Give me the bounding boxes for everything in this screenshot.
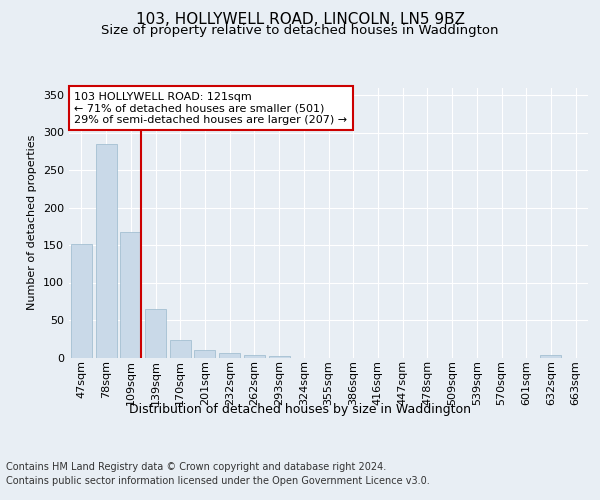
Bar [541,355,562,358]
Text: 103 HOLLYWELL ROAD: 121sqm
← 71% of detached houses are smaller (501)
29% of sem: 103 HOLLYWELL ROAD: 121sqm ← 71% of deta… [74,92,347,124]
Bar [170,340,191,357]
Text: 103, HOLLYWELL ROAD, LINCOLN, LN5 9BZ: 103, HOLLYWELL ROAD, LINCOLN, LN5 9BZ [136,12,464,28]
Bar [194,350,215,358]
Y-axis label: Number of detached properties: Number of detached properties [28,135,37,310]
Bar [219,353,240,358]
Text: Contains HM Land Registry data © Crown copyright and database right 2024.: Contains HM Land Registry data © Crown c… [6,462,386,472]
Bar [145,308,166,358]
Bar [244,355,265,358]
Bar [71,244,92,358]
Bar [269,356,290,358]
Text: Contains public sector information licensed under the Open Government Licence v3: Contains public sector information licen… [6,476,430,486]
Text: Size of property relative to detached houses in Waddington: Size of property relative to detached ho… [101,24,499,37]
Text: Distribution of detached houses by size in Waddington: Distribution of detached houses by size … [129,402,471,415]
Bar [95,144,116,358]
Bar [120,232,141,358]
